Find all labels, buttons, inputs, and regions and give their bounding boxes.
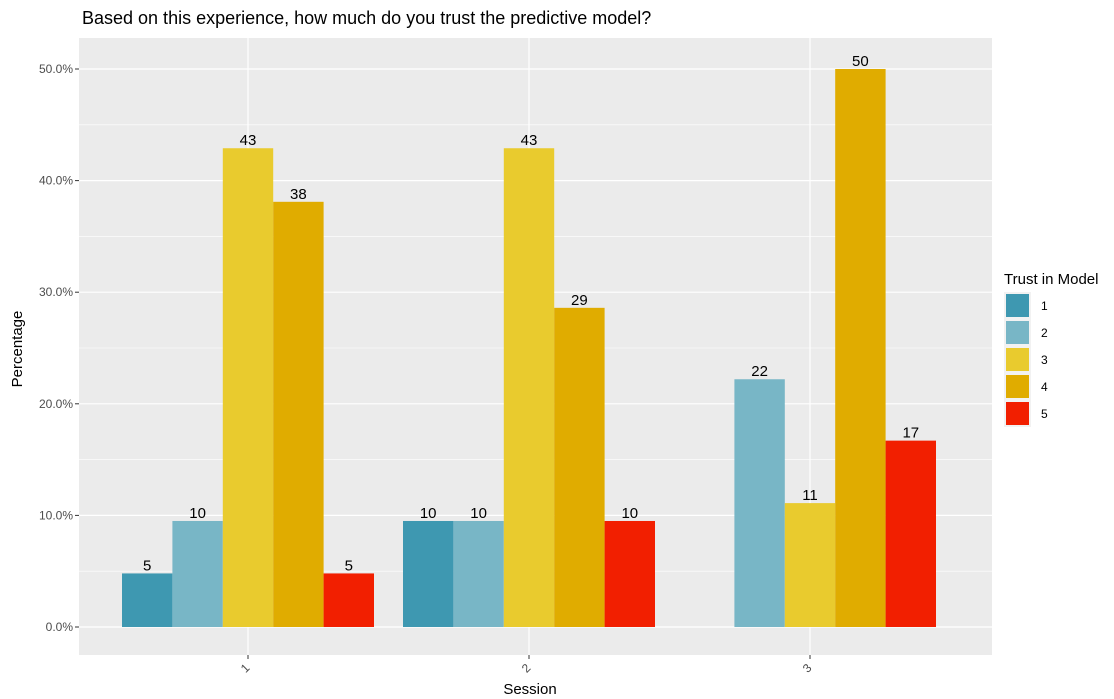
data-label: 10 [189,505,206,522]
x-tick-label: 1 [238,661,253,676]
data-label: 17 [902,425,919,442]
y-tick-label: 10.0% [39,508,73,522]
y-tick-label: 0.0% [46,620,74,634]
data-label: 38 [290,186,307,203]
data-label: 5 [143,557,151,574]
legend-title: Trust in Model [1004,271,1098,288]
bar-session-3-trust-2 [734,379,785,627]
legend-label: 3 [1041,353,1048,367]
data-label: 22 [751,363,768,380]
legend-label: 2 [1041,326,1048,340]
x-axis-title: Session [503,681,556,698]
legend-swatch-3 [1006,348,1029,371]
data-label: 5 [345,557,353,574]
chart-title: Based on this experience, how much do yo… [82,8,651,28]
y-tick-label: 40.0% [39,174,73,188]
data-label: 29 [571,292,588,309]
plot-area: 0.0% 10.0% 20.0% 30.0% 40.0% 50.0% 1 2 3 5 10 10 10 2… [39,38,992,675]
bar-session-3-trust-5 [885,440,936,627]
legend-swatch-1 [1006,294,1029,317]
legend-swatch-5 [1006,402,1029,425]
bar-session-1-trust-5 [323,573,374,627]
bar-session-1-trust-3 [222,148,274,627]
bar-session-1-trust-1 [122,573,173,627]
y-axis-title: Percentage [9,311,26,388]
data-label: 50 [852,53,869,70]
bar-session-2-trust-2 [453,520,504,627]
bar-session-1-trust-2 [172,520,223,627]
bar-session-2-trust-5 [604,520,655,627]
data-label: 10 [420,505,437,522]
x-tick-label: 2 [519,661,534,676]
y-tick-label: 30.0% [39,285,73,299]
legend: Trust in Model 1 2 3 4 5 [1004,271,1098,427]
x-tick-label: 3 [800,661,815,676]
y-tick-label: 20.0% [39,397,73,411]
y-tick-label: 50.0% [39,62,73,76]
data-label: 43 [521,132,538,149]
legend-label: 5 [1041,407,1048,421]
bar-session-2-trust-3 [503,148,555,627]
bar-session-2-trust-1 [403,520,454,627]
data-label: 11 [802,487,818,504]
bar-session-3-trust-4 [835,69,886,627]
data-label: 43 [240,132,257,149]
legend-swatch-2 [1006,321,1029,344]
data-label: 10 [621,505,638,522]
legend-swatch-4 [1006,375,1029,398]
bar-session-3-trust-3 [784,503,836,627]
legend-label: 1 [1041,299,1048,313]
data-label: 10 [470,505,487,522]
bar-session-1-trust-4 [273,201,324,627]
bar-session-2-trust-4 [554,307,605,627]
legend-label: 4 [1041,380,1048,394]
